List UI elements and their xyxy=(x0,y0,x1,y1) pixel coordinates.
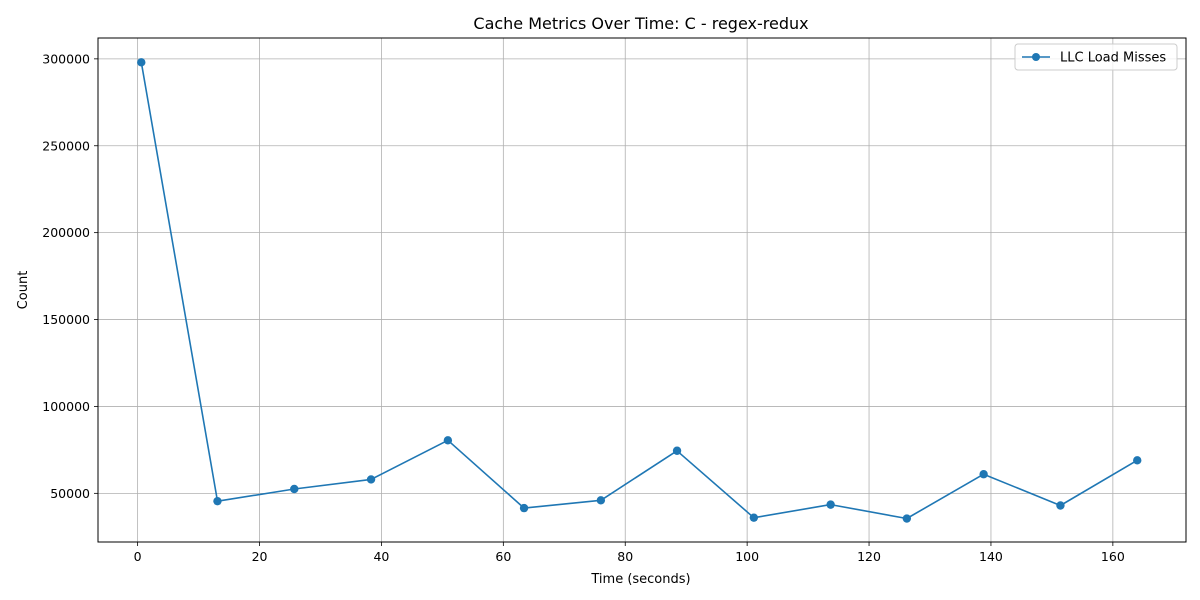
y-tick-label: 200000 xyxy=(42,225,90,240)
data-point xyxy=(1133,456,1142,465)
x-tick-label: 100 xyxy=(735,549,759,564)
chart-title: Cache Metrics Over Time: C - regex-redux xyxy=(473,14,808,33)
x-tick-label: 60 xyxy=(495,549,511,564)
x-tick-label: 140 xyxy=(979,549,1003,564)
x-tick-label: 160 xyxy=(1101,549,1125,564)
data-point xyxy=(902,514,912,523)
y-axis: 50000 100000 150000 200000 250000 300000 xyxy=(42,51,98,501)
series-line xyxy=(140,62,1138,520)
data-point xyxy=(519,503,529,513)
legend-box xyxy=(1014,43,1178,71)
data-point xyxy=(213,496,222,506)
x-tick-label: 120 xyxy=(857,549,881,564)
series-layer xyxy=(137,58,1142,523)
data-point xyxy=(366,475,376,484)
y-tick-label: 50000 xyxy=(50,486,90,501)
data-point xyxy=(137,58,146,67)
plot-frame xyxy=(97,37,1187,543)
x-tick-label: 20 xyxy=(252,549,268,564)
legend-marker-swatch xyxy=(1032,53,1040,61)
data-point xyxy=(1056,501,1065,510)
data-point xyxy=(443,436,453,445)
x-tick-label: 0 xyxy=(134,549,142,564)
y-tick-label: 100000 xyxy=(42,399,90,414)
x-axis-label: Time (seconds) xyxy=(590,572,690,587)
x-tick-label: 40 xyxy=(373,549,389,564)
data-point xyxy=(979,470,988,479)
data-point xyxy=(826,500,835,509)
data-point xyxy=(749,513,759,522)
y-tick-label: 250000 xyxy=(42,138,90,153)
y-tick-label: 300000 xyxy=(42,51,90,66)
y-axis-label: Count xyxy=(16,271,31,310)
grid xyxy=(98,38,1186,542)
data-point xyxy=(290,484,299,494)
x-tick-label: 80 xyxy=(617,549,633,564)
x-axis: 0 20 40 60 80 100 120 140 160 xyxy=(134,542,1125,564)
y-tick-label: 150000 xyxy=(42,312,90,327)
data-point xyxy=(672,446,682,455)
legend: LLC Load Misses xyxy=(1014,43,1178,71)
data-point xyxy=(596,496,606,505)
legend-label: LLC Load Misses xyxy=(1060,51,1166,66)
